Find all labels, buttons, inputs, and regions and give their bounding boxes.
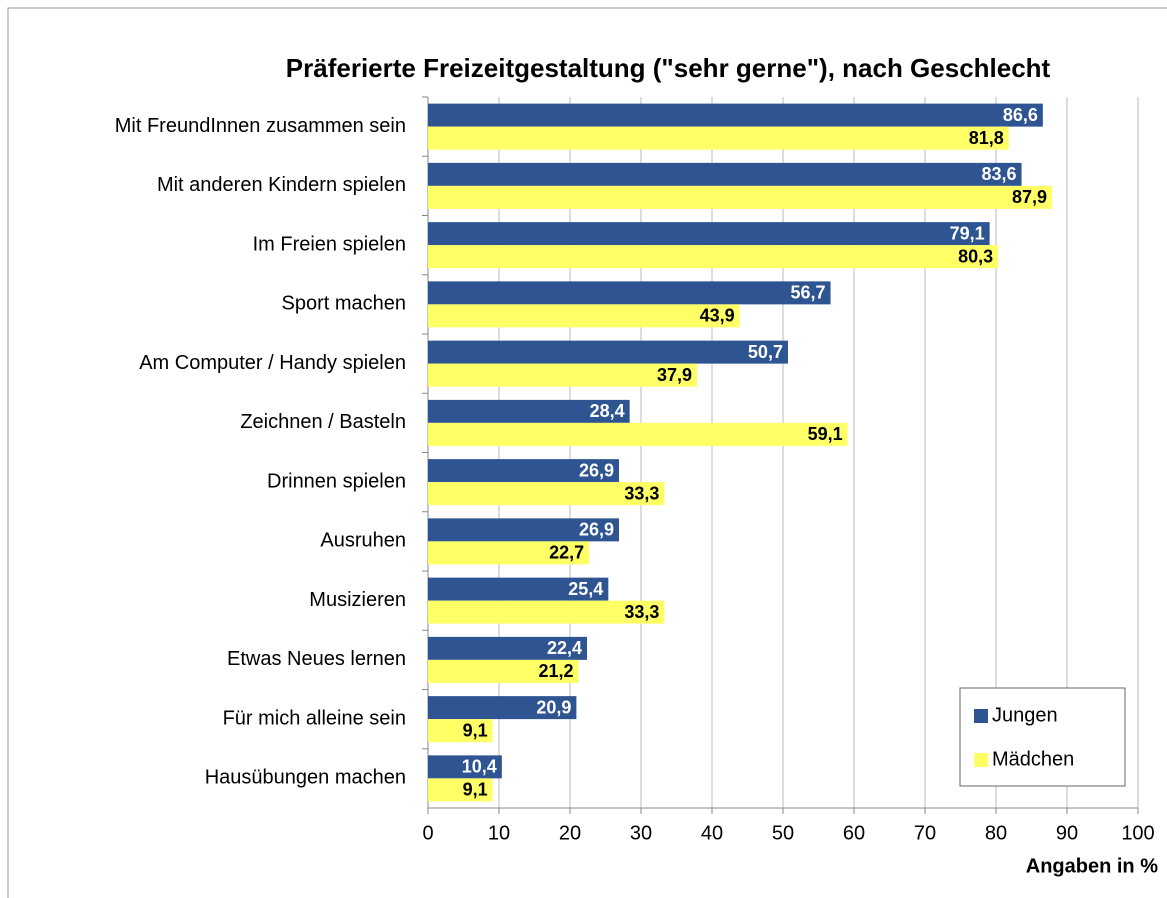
bar (428, 422, 848, 446)
bar (428, 222, 990, 246)
value-label: 33,3 (624, 602, 659, 622)
value-label: 50,7 (748, 342, 783, 362)
bar (428, 636, 588, 660)
value-label: 25,4 (568, 579, 603, 599)
bar (428, 518, 619, 542)
bar (428, 541, 590, 565)
value-label: 9,1 (463, 780, 488, 800)
value-label: 56,7 (791, 283, 826, 303)
bar (428, 719, 493, 743)
value-label: 22,4 (547, 638, 582, 658)
bar (428, 281, 831, 305)
y-tick-label: Hausübungen machen (205, 767, 406, 789)
legend-label: Mädchen (992, 748, 1074, 770)
value-label: 26,9 (579, 520, 614, 540)
bar (428, 185, 1053, 209)
x-tick-label: 0 (422, 822, 433, 844)
value-label: 43,9 (700, 306, 735, 326)
bar (428, 126, 1009, 150)
bar (428, 600, 665, 624)
legend-box (959, 687, 1126, 787)
y-tick-label: Für mich alleine sein (223, 707, 406, 729)
x-tick-label: 100 (1121, 822, 1154, 844)
value-label: 22,7 (549, 543, 584, 563)
x-tick-label: 50 (772, 822, 794, 844)
bar (428, 577, 609, 601)
value-label: 59,1 (808, 424, 843, 444)
y-tick-label: Etwas Neues lernen (227, 648, 406, 670)
value-label: 28,4 (590, 401, 625, 421)
x-tick-label: 90 (1056, 822, 1078, 844)
x-tick-label: 60 (843, 822, 865, 844)
y-tick-label: Im Freien spielen (253, 233, 406, 255)
y-tick-label: Zeichnen / Basteln (240, 411, 406, 433)
x-axis-label: Angaben in % (1026, 855, 1158, 877)
legend-label: Jungen (992, 704, 1058, 726)
y-tick-label: Musizieren (309, 589, 406, 611)
value-label: 87,9 (1012, 187, 1047, 207)
value-label: 81,8 (969, 128, 1004, 148)
bar (428, 755, 502, 779)
value-label: 80,3 (958, 246, 993, 266)
x-tick-label: 80 (985, 822, 1007, 844)
bar (428, 399, 630, 423)
value-label: 20,9 (536, 697, 571, 717)
value-label: 37,9 (657, 365, 692, 385)
value-label: 21,2 (538, 661, 573, 681)
y-tick-label: Drinnen spielen (267, 470, 406, 492)
value-label: 26,9 (579, 460, 614, 480)
bar (428, 482, 665, 506)
x-tick-label: 40 (701, 822, 723, 844)
x-tick-label: 70 (914, 822, 936, 844)
bar (428, 304, 740, 328)
value-label: 10,4 (462, 757, 497, 777)
bar (428, 696, 577, 720)
value-label: 33,3 (624, 483, 659, 503)
y-tick-label: Mit FreundInnen zusammen sein (115, 115, 406, 137)
value-label: 83,6 (982, 164, 1017, 184)
bar (428, 162, 1022, 186)
chart-title: Präferierte Freizeitgestaltung ("sehr ge… (286, 53, 1051, 83)
y-tick-label: Am Computer / Handy spielen (139, 352, 406, 374)
value-label: 9,1 (463, 720, 488, 740)
bar (428, 659, 579, 683)
bar (428, 245, 999, 269)
legend-swatch (974, 753, 988, 767)
x-tick-label: 10 (488, 822, 510, 844)
bar (428, 340, 788, 364)
bar (428, 778, 493, 802)
y-tick-label: Ausruhen (320, 530, 406, 552)
value-label: 79,1 (950, 223, 985, 243)
value-label: 86,6 (1003, 105, 1038, 125)
x-tick-label: 30 (630, 822, 652, 844)
bar (428, 103, 1043, 127)
legend-swatch (974, 709, 988, 723)
y-tick-label: Mit anderen Kindern spielen (157, 174, 406, 196)
y-tick-label: Sport machen (281, 293, 406, 315)
bar (428, 459, 619, 483)
bar (428, 363, 698, 387)
x-tick-label: 20 (559, 822, 581, 844)
